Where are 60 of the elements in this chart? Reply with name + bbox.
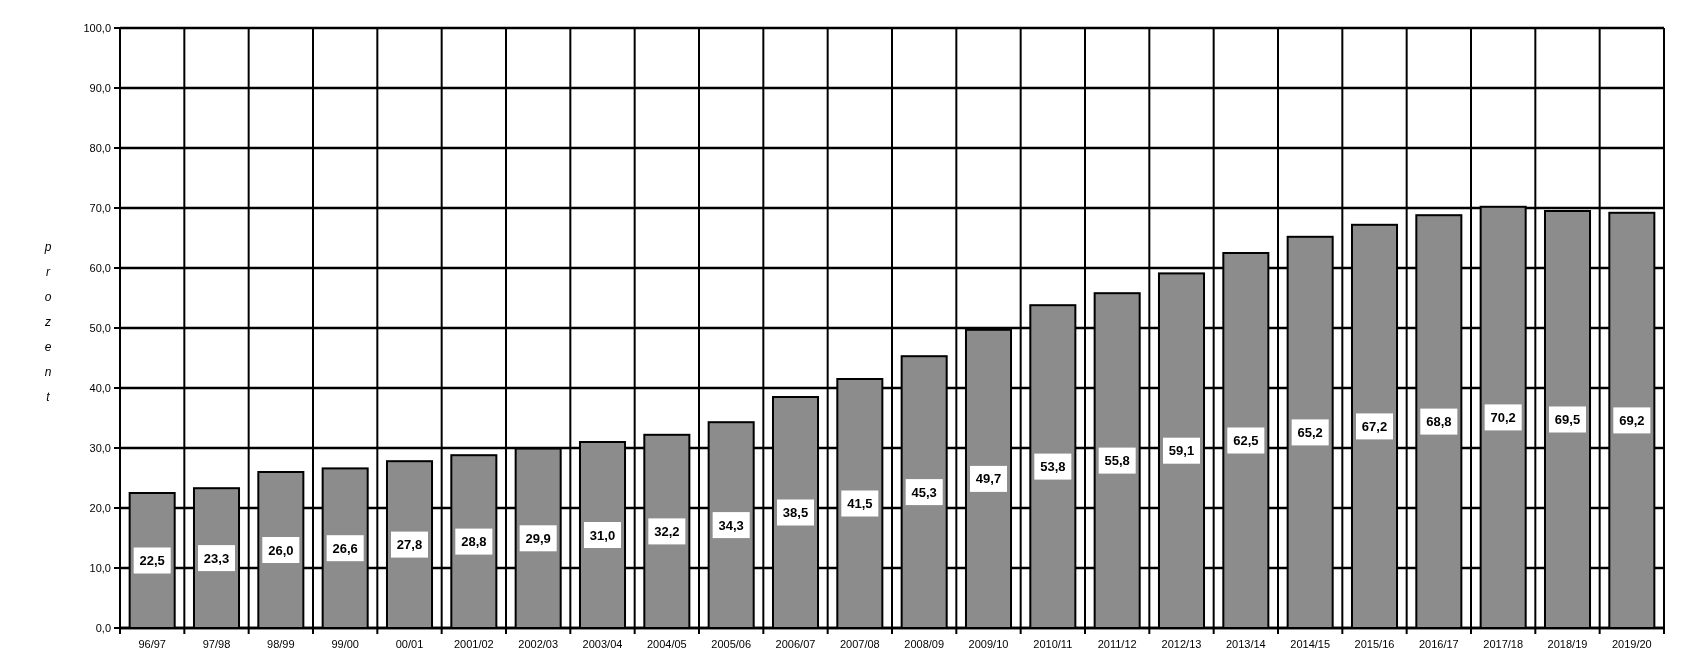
y-tick-label: 20,0 [89,502,111,514]
data-label: 27,8 [396,537,423,553]
y-tick-label: 10,0 [89,562,111,574]
y-tick-label: 50,0 [89,322,111,334]
x-tick-label: 2018/19 [1547,638,1588,650]
x-tick-label: 2001/02 [453,638,494,650]
x-tick-label: 2019/20 [1611,638,1652,650]
x-tick-label: 2009/10 [968,638,1009,650]
y-tick-label: 90,0 [89,82,111,94]
x-tick-label: 2010/11 [1033,638,1073,650]
y-tick-label: 0,0 [95,622,111,634]
y-axis-title: prozent [43,240,52,404]
data-label: 29,9 [525,530,551,546]
data-label: 62,5 [1233,433,1259,448]
data-label: 31,0 [589,527,616,543]
data-label: 28,8 [461,534,487,550]
data-label: 53,8 [1040,459,1066,475]
data-label: 26,0 [268,542,294,558]
x-tick-label: 2007/08 [839,638,880,650]
data-label: 69,2 [1619,412,1645,428]
y-tick-label: 80,0 [89,142,111,154]
data-label: 69,5 [1554,412,1581,427]
x-tick-label: 2002/03 [518,638,559,650]
y-tick-label: 70,0 [89,202,111,214]
x-tick-label: 2005/06 [711,638,752,650]
x-tick-label: 97/98 [202,638,231,650]
y-tick-label: 100,0 [83,22,111,34]
x-tick-label: 2004/05 [646,638,687,650]
y-tick-label: 40,0 [89,382,111,394]
data-label: 55,8 [1104,453,1130,469]
data-label: 22,5 [139,553,165,568]
x-tick-label: 2014/15 [1290,638,1331,650]
y-tick-label: 60,0 [89,262,111,274]
x-tick-label: 2011/12 [1097,638,1137,650]
data-label: 65,2 [1297,424,1323,440]
data-label: 32,2 [654,523,680,539]
x-tick-label: 98/99 [267,638,295,650]
data-label: 59,1 [1168,443,1195,459]
data-label: 34,3 [718,517,744,533]
x-tick-label: 2016/17 [1418,638,1459,650]
x-tick-label: 2006/07 [775,638,816,650]
x-tick-label: 2013/14 [1225,638,1266,650]
x-tick-label: 00/01 [395,638,424,650]
data-label: 26,6 [332,540,358,556]
y-tick-label: 30,0 [89,442,111,454]
x-tick-label: 2012/13 [1161,638,1202,650]
data-label: 70,2 [1490,409,1516,425]
x-tick-label: 96/97 [138,638,166,650]
data-label: 68,8 [1426,414,1452,430]
data-label: 49,7 [975,471,1002,487]
x-tick-label: 2017/18 [1483,638,1524,650]
x-tick-label: 2003/04 [582,638,623,650]
x-tick-label: 2008/09 [904,638,945,650]
data-label: 23,3 [203,550,230,566]
data-label: 41,5 [847,496,873,511]
x-tick-label: 2015/16 [1354,638,1395,650]
data-label: 67,2 [1361,418,1388,434]
data-label: 45,3 [911,484,937,500]
data-label: 38,5 [782,505,809,520]
x-tick-label: 99/00 [331,638,359,650]
